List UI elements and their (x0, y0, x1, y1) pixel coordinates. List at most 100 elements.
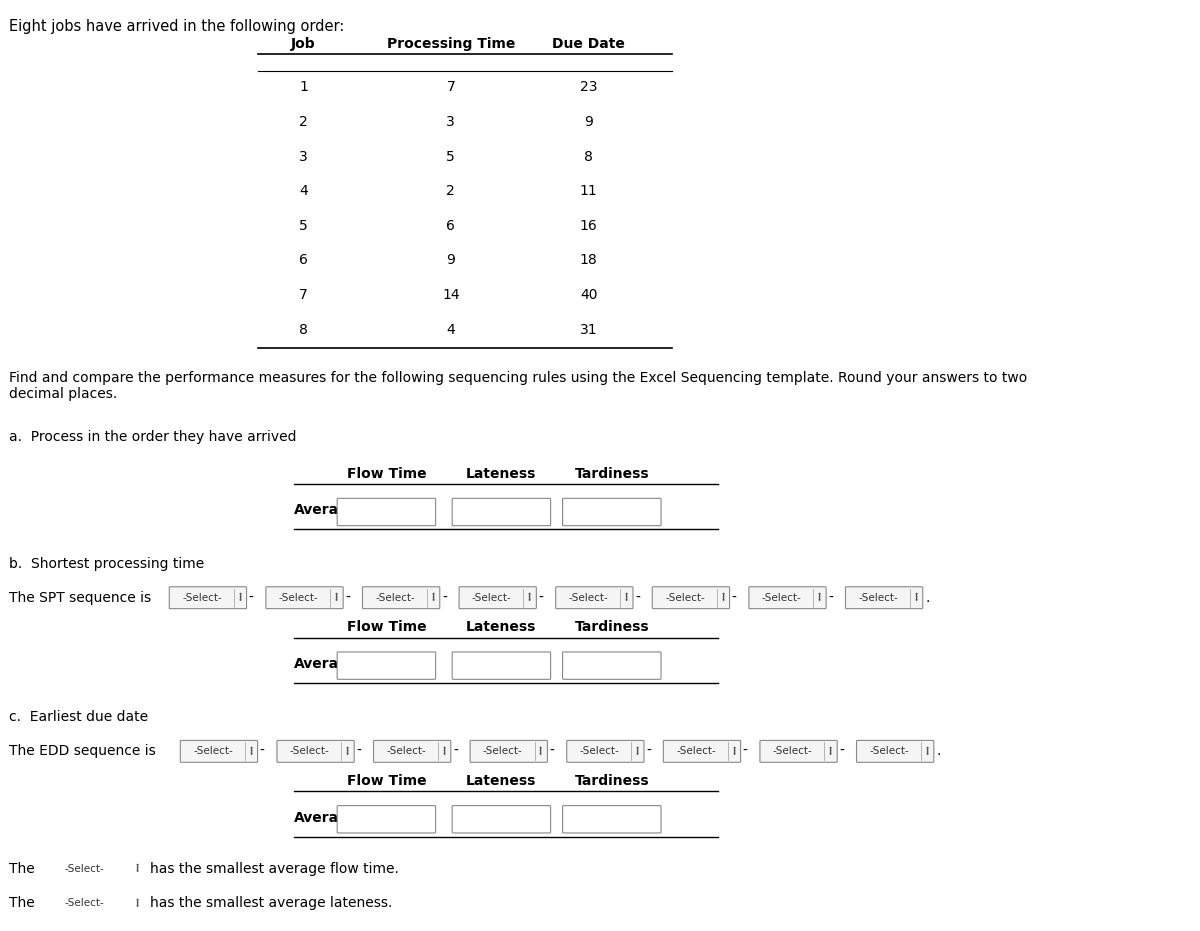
Text: 14: 14 (442, 288, 460, 303)
FancyBboxPatch shape (41, 926, 144, 931)
FancyBboxPatch shape (563, 498, 661, 526)
Text: 8: 8 (299, 323, 308, 337)
Text: -Select-: -Select- (665, 593, 704, 602)
Text: Tardiness: Tardiness (575, 466, 649, 480)
Text: ⬆
⬇: ⬆ ⬇ (635, 747, 640, 756)
Text: Find and compare the performance measures for the following sequencing rules usi: Find and compare the performance measure… (10, 371, 1027, 401)
FancyBboxPatch shape (563, 805, 661, 833)
Text: Average: Average (294, 657, 359, 671)
FancyBboxPatch shape (556, 587, 632, 609)
Text: ⬆
⬇: ⬆ ⬇ (828, 747, 833, 756)
Text: 31: 31 (580, 323, 598, 337)
FancyBboxPatch shape (566, 740, 644, 762)
Text: Flow Time: Flow Time (347, 620, 426, 634)
Text: -Select-: -Select- (64, 898, 103, 908)
Text: -: - (732, 590, 737, 605)
Text: The SPT sequence is: The SPT sequence is (10, 590, 151, 605)
Text: -: - (635, 590, 640, 605)
Text: ⬆
⬇: ⬆ ⬇ (624, 593, 629, 602)
Text: -Select-: -Select- (376, 593, 415, 602)
Text: -Select-: -Select- (482, 747, 522, 756)
Text: -Select-: -Select- (182, 593, 222, 602)
Text: ⬆
⬇: ⬆ ⬇ (431, 593, 436, 602)
Text: -: - (259, 745, 265, 759)
Text: -Select-: -Select- (569, 593, 608, 602)
Text: Lateness: Lateness (467, 620, 536, 634)
Text: a.  Process in the order they have arrived: a. Process in the order they have arrive… (10, 430, 296, 444)
Text: -Select-: -Select- (386, 747, 426, 756)
Text: -: - (839, 745, 845, 759)
Text: Eight jobs have arrived in the following order:: Eight jobs have arrived in the following… (10, 20, 344, 34)
Text: The: The (10, 897, 35, 911)
FancyBboxPatch shape (470, 740, 547, 762)
FancyBboxPatch shape (41, 857, 144, 881)
Text: -Select-: -Select- (193, 747, 233, 756)
Text: -: - (248, 590, 253, 605)
Text: Lateness: Lateness (467, 774, 536, 788)
FancyBboxPatch shape (373, 740, 451, 762)
Text: ⬆
⬇: ⬆ ⬇ (720, 593, 726, 602)
Text: -Select-: -Select- (289, 747, 329, 756)
Text: -Select-: -Select- (869, 747, 908, 756)
Text: -: - (646, 745, 652, 759)
Text: -: - (743, 745, 748, 759)
Text: 6: 6 (446, 219, 455, 233)
FancyBboxPatch shape (337, 805, 436, 833)
Text: -: - (828, 590, 833, 605)
Text: ⬆
⬇: ⬆ ⬇ (134, 898, 139, 908)
Text: -: - (452, 745, 458, 759)
Text: 4: 4 (299, 184, 308, 198)
Text: Flow Time: Flow Time (347, 466, 426, 480)
FancyBboxPatch shape (749, 587, 826, 609)
Text: 2: 2 (299, 115, 308, 128)
Text: 5: 5 (446, 150, 455, 164)
Text: Tardiness: Tardiness (575, 774, 649, 788)
Text: 1: 1 (299, 80, 308, 94)
Text: has the smallest average flow time.: has the smallest average flow time. (150, 861, 398, 875)
FancyBboxPatch shape (277, 740, 354, 762)
Text: -: - (356, 745, 361, 759)
FancyBboxPatch shape (857, 740, 934, 762)
FancyBboxPatch shape (563, 652, 661, 680)
Text: -Select-: -Select- (773, 747, 812, 756)
Text: Tardiness: Tardiness (575, 620, 649, 634)
FancyBboxPatch shape (664, 740, 740, 762)
Text: -: - (442, 590, 446, 605)
Text: -Select-: -Select- (762, 593, 802, 602)
Text: 6: 6 (299, 253, 308, 267)
Text: ⬆
⬇: ⬆ ⬇ (527, 593, 533, 602)
Text: ⬆
⬇: ⬆ ⬇ (732, 747, 737, 756)
Text: 16: 16 (580, 219, 598, 233)
Text: -Select-: -Select- (858, 593, 898, 602)
Text: Job: Job (292, 37, 316, 51)
Text: 2: 2 (446, 184, 455, 198)
Text: 3: 3 (299, 150, 308, 164)
FancyBboxPatch shape (266, 587, 343, 609)
Text: ⬆
⬇: ⬆ ⬇ (346, 747, 350, 756)
Text: b.  Shortest processing time: b. Shortest processing time (10, 557, 204, 571)
Text: -Select-: -Select- (472, 593, 511, 602)
Text: 40: 40 (580, 288, 598, 303)
FancyBboxPatch shape (452, 498, 551, 526)
FancyBboxPatch shape (180, 740, 258, 762)
Text: -Select-: -Select- (676, 747, 715, 756)
Text: ⬆
⬇: ⬆ ⬇ (442, 747, 446, 756)
Text: 9: 9 (584, 115, 593, 128)
FancyBboxPatch shape (337, 652, 436, 680)
Text: has the smallest average lateness.: has the smallest average lateness. (150, 897, 392, 911)
Text: Lateness: Lateness (467, 466, 536, 480)
FancyBboxPatch shape (452, 652, 551, 680)
Text: -Select-: -Select- (580, 747, 619, 756)
Text: ⬆
⬇: ⬆ ⬇ (913, 593, 919, 602)
Text: ⬆
⬇: ⬆ ⬇ (238, 593, 242, 602)
Text: 3: 3 (446, 115, 455, 128)
Text: ⬆
⬇: ⬆ ⬇ (134, 864, 139, 873)
Text: The EDD sequence is: The EDD sequence is (10, 745, 156, 759)
Text: ⬆
⬇: ⬆ ⬇ (334, 593, 340, 602)
Text: -: - (539, 590, 544, 605)
Text: .: . (936, 745, 941, 759)
Text: -: - (346, 590, 350, 605)
Text: 9: 9 (446, 253, 455, 267)
Text: .: . (925, 590, 930, 605)
Text: ⬆
⬇: ⬆ ⬇ (925, 747, 930, 756)
